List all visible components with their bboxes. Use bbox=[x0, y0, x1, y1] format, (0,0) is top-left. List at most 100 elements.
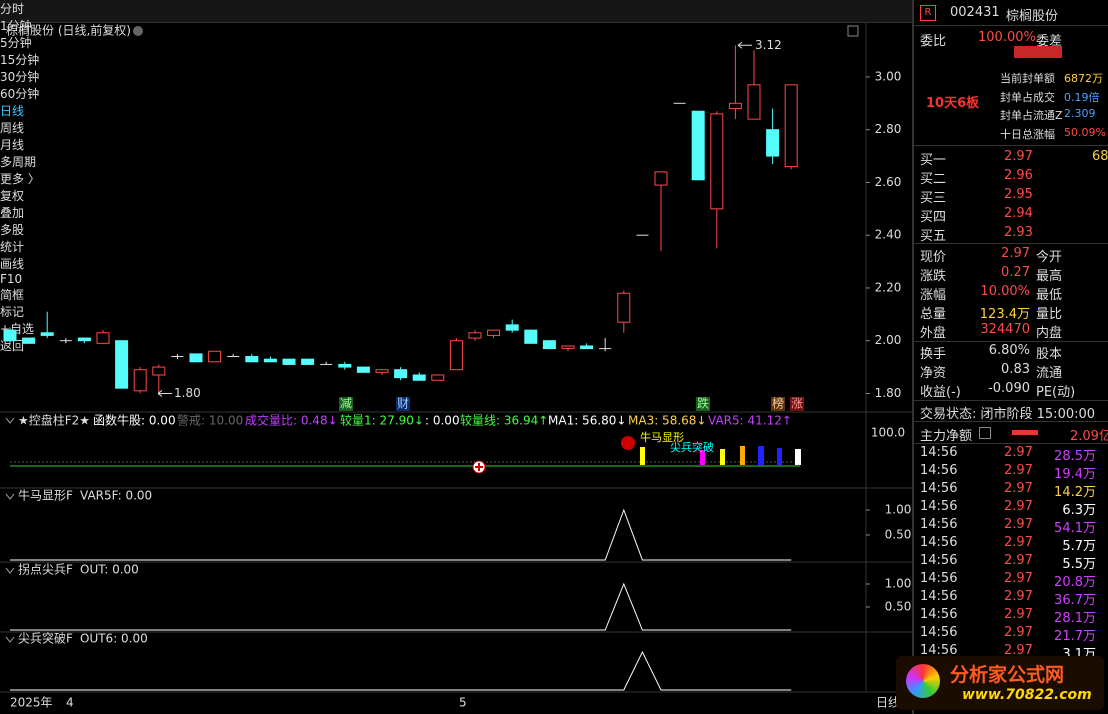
value: 10.00% bbox=[980, 284, 1030, 299]
value: 0.19倍 bbox=[1064, 90, 1100, 104]
tool-button[interactable]: 画线 bbox=[0, 257, 25, 271]
period-tab[interactable]: 周线 bbox=[0, 121, 25, 135]
sep bbox=[914, 443, 1108, 444]
volume: 54.1万 bbox=[1054, 521, 1096, 536]
event-tag: 跌 bbox=[697, 396, 709, 411]
value: 123.4万 bbox=[979, 307, 1030, 322]
period-tab[interactable]: 5分钟 bbox=[0, 36, 32, 50]
indicator-bar bbox=[758, 446, 764, 465]
flow-bar bbox=[1012, 430, 1038, 435]
collapse-icon bbox=[5, 493, 15, 500]
tool-button[interactable]: 标记 bbox=[0, 305, 25, 319]
panel-title: 牛马显形F bbox=[18, 488, 73, 503]
y-tick-label: 1.00 bbox=[885, 577, 912, 591]
period-tab[interactable]: 日线 bbox=[0, 104, 25, 118]
label: 封单占成交 bbox=[1000, 90, 1055, 104]
period-tab[interactable]: 30分钟 bbox=[0, 70, 40, 84]
indicator-readout: 函数牛股: 0.00 bbox=[93, 413, 176, 428]
label: 总量 bbox=[920, 307, 947, 322]
price: 2.97 bbox=[1004, 607, 1033, 622]
collapse-icon bbox=[5, 636, 15, 643]
quote-panel: R 002431 棕榈股份 委比 100.00% 委差 10天6板 当前封单额 6872万 封单占… bbox=[912, 0, 1108, 714]
label: 收益(-) bbox=[920, 385, 961, 400]
tool-button[interactable]: 简框 bbox=[0, 288, 25, 302]
period-tab[interactable]: 多周期 bbox=[0, 155, 37, 169]
indicator-bar bbox=[795, 449, 801, 465]
y-tick-label: 2.40 bbox=[875, 228, 902, 242]
label: 买四 bbox=[920, 210, 947, 225]
y-tick-label: 1.00 bbox=[885, 503, 912, 517]
indicator-bar bbox=[640, 447, 645, 465]
indicator-readout: : 0.00 bbox=[425, 414, 460, 428]
value: 2.95 bbox=[1004, 187, 1033, 202]
y-tick-label: 2.00 bbox=[875, 333, 902, 347]
value: 6.80% bbox=[988, 343, 1030, 358]
label: 净资 bbox=[920, 366, 947, 381]
tool-button[interactable]: 多股 bbox=[0, 223, 25, 237]
candle-body bbox=[710, 113, 724, 210]
time: 14:56 bbox=[920, 499, 958, 514]
indicator-readout: 成交量比: 0.48↓ bbox=[245, 413, 338, 428]
time: 14:56 bbox=[920, 463, 958, 478]
time: 14:56 bbox=[920, 517, 958, 532]
tool-button[interactable]: 复权 bbox=[0, 189, 25, 203]
candle-body bbox=[152, 366, 166, 376]
candle-body bbox=[412, 374, 426, 381]
tool-button[interactable]: F10 bbox=[0, 272, 23, 286]
expand-tab[interactable] bbox=[1014, 46, 1062, 58]
y-tick-label: 3.00 bbox=[875, 69, 902, 83]
time: 14:56 bbox=[920, 571, 958, 586]
volume: 28.5万 bbox=[1054, 449, 1096, 464]
collapse-icon bbox=[5, 567, 15, 574]
marker-arrow bbox=[157, 390, 172, 397]
y-tick-label: 2.60 bbox=[875, 175, 902, 189]
sep bbox=[914, 145, 1108, 146]
candle-body bbox=[245, 356, 259, 363]
tool-button[interactable]: 返回 bbox=[0, 339, 25, 353]
time: 14:56 bbox=[920, 535, 958, 550]
panel-readout: OUT: 0.00 bbox=[80, 563, 139, 577]
toolbar: 分时 1分钟 5分钟 15分钟 30分钟 60分钟日线周线月线多周期更多 〉复权叠加多股统… bbox=[0, 0, 912, 353]
period-tab[interactable]: 月线 bbox=[0, 138, 25, 152]
candle-body bbox=[115, 340, 129, 389]
indicator-readout: VAR5: 41.12↑ bbox=[708, 414, 792, 428]
tool-button[interactable]: 叠加 bbox=[0, 206, 25, 220]
sep bbox=[914, 341, 1108, 342]
label: 十日总涨幅 bbox=[1000, 127, 1055, 141]
label: 当前封单额 bbox=[1000, 72, 1055, 85]
logo-icon bbox=[906, 664, 940, 698]
volume: 68 bbox=[1092, 149, 1108, 164]
y-tick-label: 0.50 bbox=[885, 528, 912, 542]
sep bbox=[914, 421, 1108, 422]
value: 2.09亿 bbox=[1070, 429, 1108, 444]
period-tab[interactable]: 15分钟 bbox=[0, 53, 40, 67]
signal-line bbox=[10, 650, 792, 691]
time: 14:56 bbox=[920, 607, 958, 622]
candle-body bbox=[524, 329, 538, 344]
title-menu-icon[interactable] bbox=[133, 26, 143, 36]
candle-body bbox=[22, 337, 36, 344]
logo-name: 分析家公式网 bbox=[950, 664, 1065, 686]
tool-button[interactable]: 统计 bbox=[0, 240, 25, 254]
value: 6872万 bbox=[1064, 72, 1103, 85]
indicator-bar bbox=[740, 446, 745, 465]
period-tab[interactable]: 1分钟 bbox=[0, 19, 32, 33]
period-tab[interactable]: 分时 bbox=[0, 2, 25, 16]
window-toggle[interactable] bbox=[847, 25, 859, 37]
label: 封单占流通Z bbox=[1000, 109, 1063, 122]
period-label: 日线 bbox=[876, 696, 900, 710]
value: 2.97 bbox=[1001, 246, 1030, 261]
logo-url: www.70822.com bbox=[962, 687, 1092, 703]
indicator-bar bbox=[700, 450, 705, 465]
period-tab[interactable]: 60分钟 bbox=[0, 87, 40, 101]
candle-body bbox=[542, 340, 556, 350]
y-tick-label: 2.80 bbox=[875, 122, 902, 136]
value: 2.94 bbox=[1004, 206, 1033, 221]
label: 买三 bbox=[920, 191, 947, 206]
volume: 36.7万 bbox=[1054, 593, 1096, 608]
period-tab[interactable]: 更多 〉 bbox=[0, 172, 40, 186]
value: 0.27 bbox=[1001, 265, 1030, 280]
value: 324470 bbox=[980, 322, 1030, 337]
icon[interactable] bbox=[979, 427, 991, 439]
